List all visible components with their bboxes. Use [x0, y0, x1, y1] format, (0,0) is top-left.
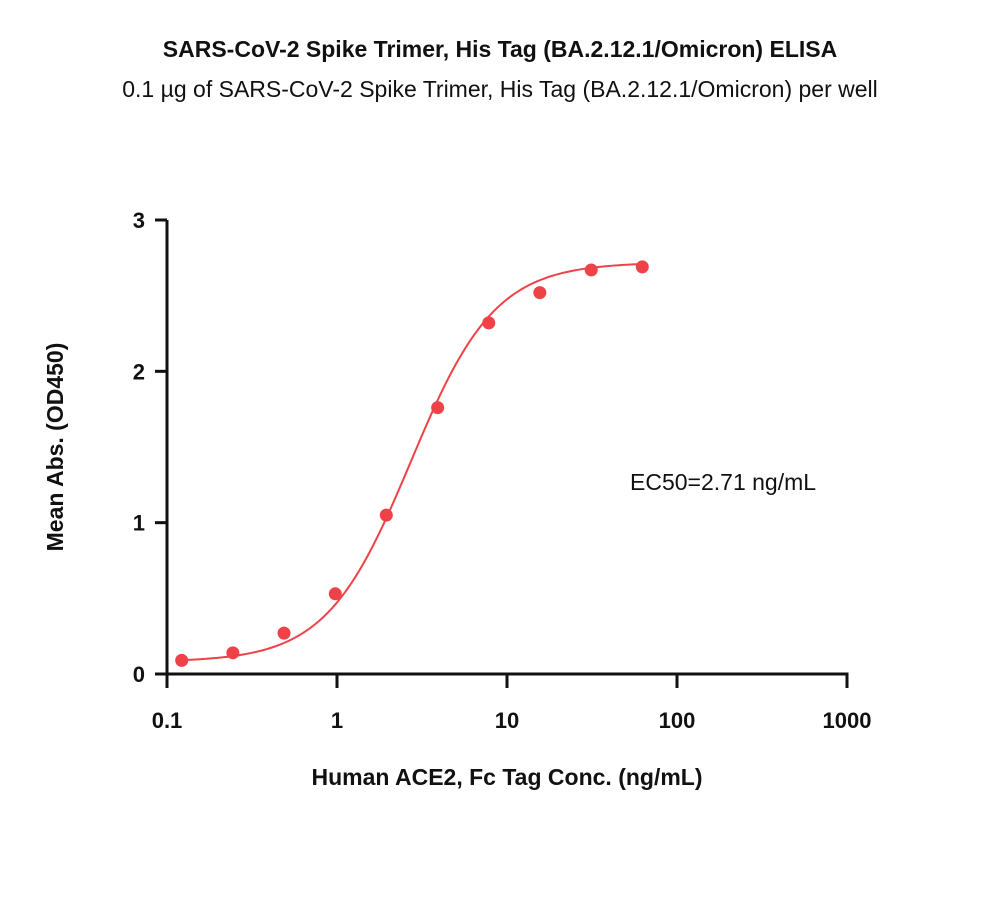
tick-labels-group: 0 1 2 3 0.1 1 10 100 1000 [133, 208, 872, 733]
x-tick-label: 100 [659, 708, 696, 733]
x-tick-label: 1 [331, 708, 343, 733]
data-point [226, 646, 240, 660]
data-point [175, 653, 189, 667]
data-point [328, 587, 342, 601]
x-tick-label: 1000 [823, 708, 872, 733]
ec50-annotation: EC50=2.71 ng/mL [630, 469, 816, 495]
y-tick-label: 1 [133, 511, 145, 536]
x-tick-label: 10 [495, 708, 519, 733]
data-point [533, 286, 547, 300]
x-tick-label: 0.1 [152, 708, 183, 733]
chart-subtitle: 0.1 µg of SARS-CoV-2 Spike Trimer, His T… [122, 76, 878, 102]
data-point [277, 626, 291, 640]
data-point [431, 401, 445, 415]
data-point [635, 260, 649, 274]
data-points-group [175, 260, 649, 667]
y-tick-label: 3 [133, 208, 145, 233]
data-point [379, 508, 393, 522]
data-point [482, 316, 496, 330]
y-axis-title: Mean Abs. (OD450) [42, 343, 68, 552]
fit-curve-group [181, 263, 643, 662]
x-axis-title: Human ACE2, Fc Tag Conc. (ng/mL) [311, 764, 702, 790]
chart-title: SARS-CoV-2 Spike Trimer, His Tag (BA.2.1… [162, 36, 838, 62]
fit-curve [181, 263, 643, 662]
y-tick-label: 0 [133, 662, 145, 687]
axes [155, 218, 849, 688]
data-point [584, 263, 598, 277]
y-tick-label: 2 [133, 359, 145, 384]
